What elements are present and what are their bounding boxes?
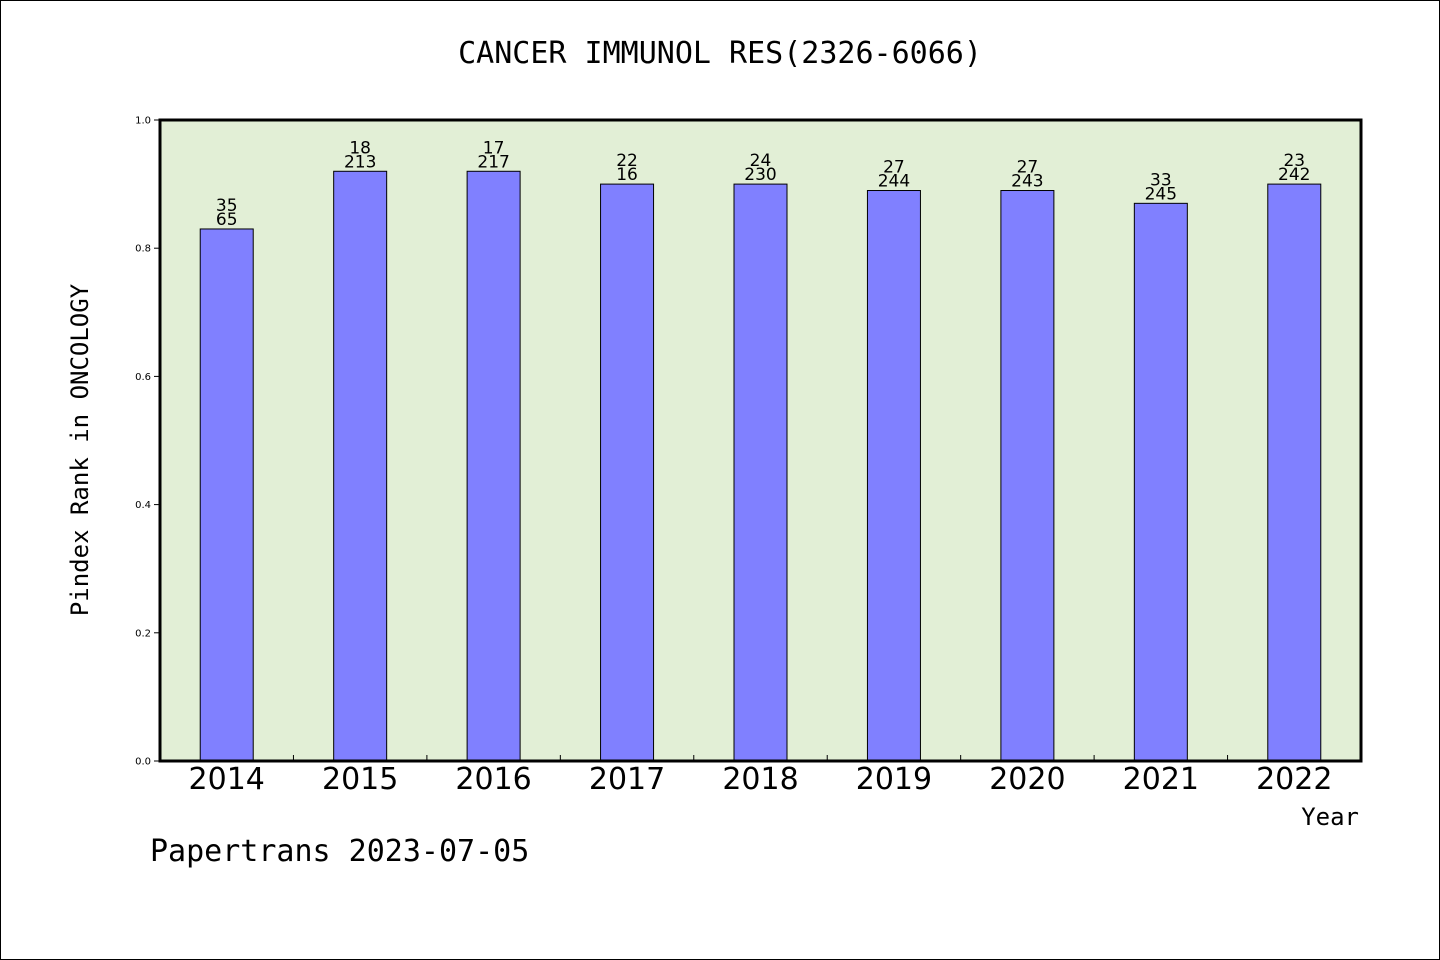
bar-2019	[866, 190, 921, 762]
bar-label-top: 27	[1017, 158, 1039, 178]
bar-label-top: 24	[750, 151, 772, 171]
x-tick-label: 2014	[189, 762, 265, 797]
bar-2022	[1267, 183, 1322, 762]
x-tick-label: 2020	[989, 762, 1065, 797]
bar-label-top: 18	[349, 138, 371, 158]
bar-label-bottom: 65	[216, 210, 238, 230]
plot-border	[158, 118, 1363, 763]
x-tick-label: 2016	[455, 762, 531, 797]
bar-label-bottom: 243	[1011, 172, 1043, 192]
bar-label-bottom: 16	[616, 165, 638, 185]
y-tick-label: 0.2	[135, 628, 151, 639]
bar-label-bottom: 230	[744, 165, 776, 185]
bar-label-top: 17	[483, 138, 505, 158]
chart-title: CANCER IMMUNOL RES(2326-6066)	[458, 36, 982, 71]
bar-label-top: 27	[883, 158, 905, 178]
bar-label-top: 35	[216, 196, 238, 216]
bar-2014	[199, 228, 254, 762]
footer-credit: Papertrans 2023-07-05	[150, 834, 530, 869]
bar-label-top: 23	[1283, 151, 1305, 171]
bar-label-top: 33	[1150, 170, 1172, 190]
y-axis-title: Pindex Rank in ONCOLOGY	[66, 283, 94, 616]
bar-2017	[600, 183, 655, 762]
bar-2018	[733, 183, 788, 762]
bar-2021	[1133, 202, 1188, 762]
bar-2016	[466, 170, 521, 762]
x-tick-label: 2015	[322, 762, 398, 797]
x-tick-label: 2018	[722, 762, 798, 797]
x-tick-label: 2017	[589, 762, 665, 797]
y-tick-label: 0.4	[135, 500, 151, 511]
bar-2020	[1000, 190, 1055, 762]
y-tick-label: 1.0	[135, 116, 151, 127]
bar-label-top: 22	[616, 151, 638, 171]
y-tick-label: 0.6	[135, 372, 151, 383]
x-tick-label: 2021	[1123, 762, 1199, 797]
y-tick-label: 0.8	[135, 244, 151, 255]
bar-label-bottom: 245	[1145, 184, 1177, 204]
bar-label-bottom: 244	[878, 172, 910, 192]
x-tick-label: 2019	[856, 762, 932, 797]
x-tick-label: 2022	[1256, 762, 1332, 797]
bar-label-bottom: 242	[1278, 165, 1310, 185]
y-tick-label: 0.0	[135, 757, 151, 768]
bar-2015	[333, 170, 388, 762]
x-axis-title: Year	[1301, 803, 1359, 831]
bar-label-bottom: 217	[477, 152, 509, 172]
bar-label-bottom: 213	[344, 152, 376, 172]
